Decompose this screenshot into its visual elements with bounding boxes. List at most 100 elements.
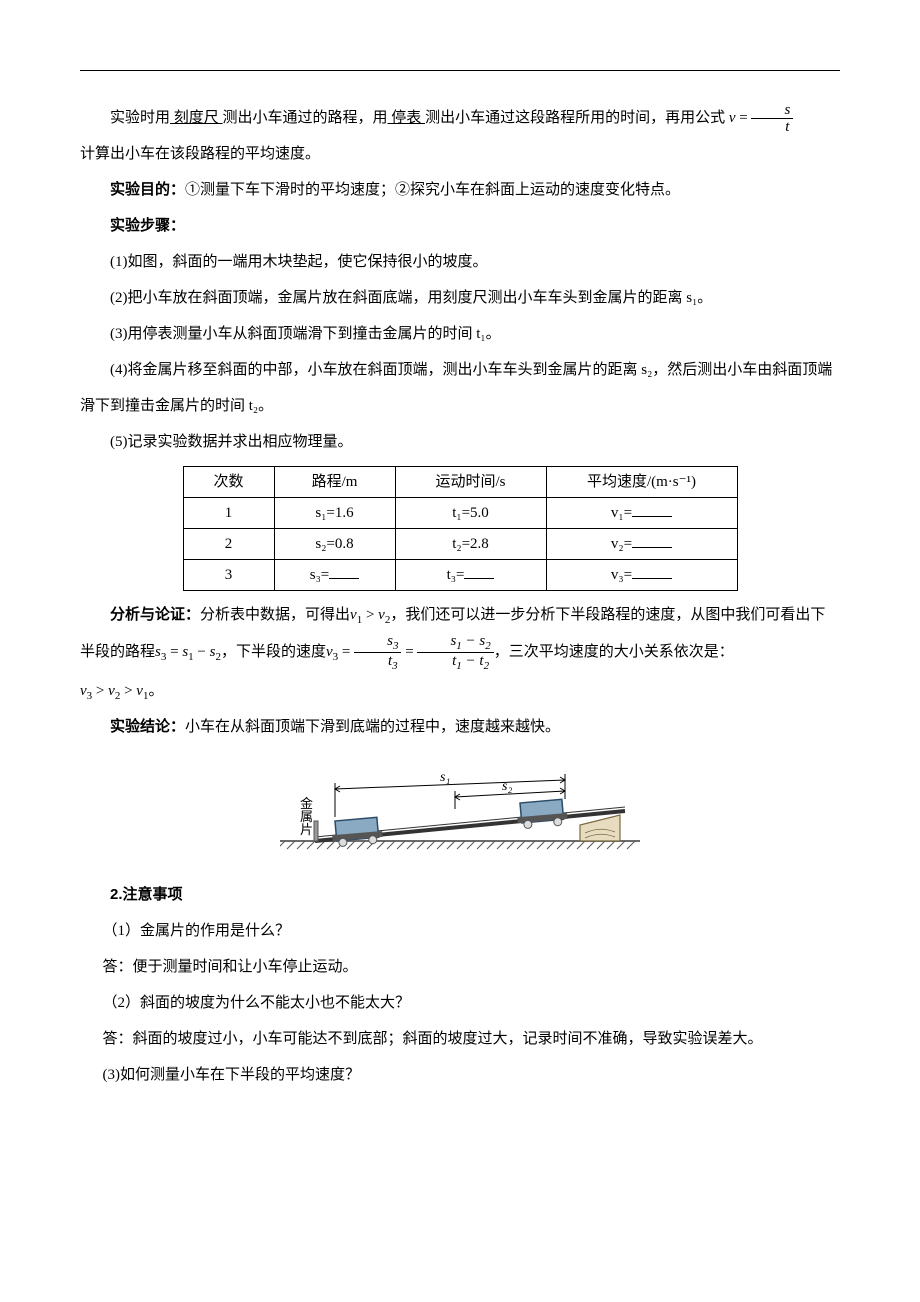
analysis-part4: ，三次平均速度的大小关系依次是：: [494, 644, 734, 660]
steps-label: 实验步骤：: [80, 208, 840, 244]
note-q1: （1）金属片的作用是什么？: [80, 913, 840, 949]
s1-label: s₁: [440, 770, 450, 785]
analysis-paragraph: 分析与论证：分析表中数据，可得出v1 > v2，我们还可以进一步分析下半段路程的…: [80, 597, 840, 673]
table-row: 1 s₁=1.6 t₁=5.0 v₁=: [183, 498, 737, 529]
blank-t3[interactable]: [464, 563, 494, 579]
blank-s3[interactable]: [329, 563, 359, 579]
s2-label: s₂: [502, 779, 512, 794]
rel-v1-gt-v2: v1 > v2: [350, 607, 390, 623]
eq-v3: v3 = s3t3 = s1 − s2t1 − t2: [326, 644, 494, 660]
steps-label-text: 实验步骤：: [110, 217, 185, 234]
blank-tool2: 停表: [388, 110, 426, 126]
notes-label: 2.注意事项: [110, 886, 183, 903]
note-q3: (3)如何测量小车在下半段的平均速度？: [80, 1057, 840, 1093]
eq: =: [401, 644, 417, 660]
cell: t₃=: [395, 560, 546, 591]
order-rel: v3 > v2 > v1: [80, 683, 148, 699]
formula-lhs: v: [729, 110, 736, 126]
step-3: (3)用停表测量小车从斜面顶端滑下到撞击金属片的时间 t₁。: [80, 316, 840, 352]
cell: 1: [183, 498, 274, 529]
analysis-order: v3 > v2 > v1。: [80, 673, 840, 709]
cell: 2: [183, 529, 274, 560]
cell: s₁=1.6: [274, 498, 395, 529]
notes-heading: 2.注意事项: [80, 877, 840, 913]
cell-text: v₃=: [611, 567, 632, 583]
ground-hatch: [280, 841, 635, 849]
den: t3: [354, 653, 401, 672]
purpose-text: ①测量下车下滑时的平均速度；②探究小车在斜面上运动的速度变化特点。: [185, 182, 680, 198]
conclusion-text: 小车在从斜面顶端下滑到底端的过程中，速度越来越快。: [185, 719, 560, 735]
eq: =: [338, 644, 354, 660]
cell-text: v₁=: [611, 505, 632, 521]
den: t1 − t2: [417, 653, 493, 672]
sub: 3: [392, 660, 398, 672]
diagram-svg: 金 属 片: [280, 753, 640, 853]
gt: >: [120, 683, 136, 699]
table-row: 2 s₂=0.8 t₂=2.8 v₂=: [183, 529, 737, 560]
conclusion-label: 实验结论：: [110, 718, 185, 735]
cell: v₃=: [546, 560, 737, 591]
sub: 2: [485, 640, 491, 652]
formula-eq: =: [736, 110, 752, 126]
analysis-part1: 分析表中数据，可得出: [200, 607, 350, 623]
data-table: 次数 路程/m 运动时间/s 平均速度/(m·s⁻¹) 1 s₁=1.6 t₁=…: [183, 466, 738, 591]
note-q2: （2）斜面的坡度为什么不能太小也不能太大？: [80, 985, 840, 1021]
table-row: 3 s₃= t₃= v₃=: [183, 560, 737, 591]
analysis-label: 分析与论证：: [110, 606, 200, 623]
cart-bottom: [331, 817, 383, 847]
num: s3: [354, 633, 401, 653]
document-page: 实验时用 刻度尺 测出小车通过的路程，用 停表 测出小车通过这段路程所用的时间，…: [0, 0, 920, 1302]
cart-top: [516, 799, 568, 829]
v: v: [80, 683, 87, 699]
cell: s₃=: [274, 560, 395, 591]
eq-s3: s3 = s1 − s2: [155, 644, 221, 660]
blank-tool1: 刻度尺: [170, 110, 223, 126]
eq: =: [166, 644, 182, 660]
gt: >: [92, 683, 108, 699]
cell: s₂=0.8: [274, 529, 395, 560]
step-5: (5)记录实验数据并求出相应物理量。: [80, 424, 840, 460]
cell: t₁=5.0: [395, 498, 546, 529]
sub: 2: [484, 660, 490, 672]
note-a1: 答：便于测量时间和让小车停止运动。: [80, 949, 840, 985]
blank-v1[interactable]: [632, 501, 672, 517]
col-time: 运动时间/s: [395, 467, 546, 498]
v: v: [136, 683, 143, 699]
v: v: [378, 607, 385, 623]
cell: v₁=: [546, 498, 737, 529]
v: v: [350, 607, 357, 623]
period: 。: [148, 683, 163, 699]
cell-text: v₂=: [611, 536, 632, 552]
intro-line1: 实验时用 刻度尺 测出小车通过的路程，用 停表 测出小车通过这段路程所用的时间，…: [80, 100, 840, 136]
cell-text: s₃=: [310, 567, 330, 583]
table-header-row: 次数 路程/m 运动时间/s 平均速度/(m·s⁻¹): [183, 467, 737, 498]
v: v: [108, 683, 115, 699]
frac-s3-t3: s3t3: [354, 633, 401, 672]
metal-plate-icon: [314, 821, 318, 841]
col-distance: 路程/m: [274, 467, 395, 498]
wedge-block: [580, 815, 620, 841]
step-2: (2)把小车放在斜面顶端，金属片放在斜面底端，用刻度尺测出小车车头到金属片的距离…: [80, 280, 840, 316]
incline-diagram: 金 属 片: [80, 753, 840, 867]
purpose-line: 实验目的：①测量下车下滑时的平均速度；②探究小车在斜面上运动的速度变化特点。: [80, 172, 840, 208]
header-rule: [80, 70, 840, 71]
blank-v2[interactable]: [632, 532, 672, 548]
cell: t₂=2.8: [395, 529, 546, 560]
col-speed: 平均速度/(m·s⁻¹): [546, 467, 737, 498]
num: s1 − s2: [417, 633, 493, 653]
intro-line2: 计算出小车在该段路程的平均速度。: [80, 136, 840, 172]
step-1: (1)如图，斜面的一端用木块垫起，使它保持很小的坡度。: [80, 244, 840, 280]
gt: >: [362, 607, 378, 623]
blank-v3[interactable]: [632, 563, 672, 579]
step-4: (4)将金属片移至斜面的中部，小车放在斜面顶端，测出小车车头到金属片的距离 s₂…: [80, 352, 840, 424]
minus: −: [194, 644, 210, 660]
intro-text-a: 实验时用: [110, 110, 170, 126]
formula-denominator: t: [751, 119, 793, 136]
analysis-part3: ，下半段的速度: [221, 644, 326, 660]
formula-numerator: s: [751, 102, 793, 120]
intro-text-c: 测出小车通过这段路程所用的时间，再用公式: [425, 110, 725, 126]
intro-text-b: 测出小车通过的路程，用: [223, 110, 388, 126]
sub: 3: [393, 640, 399, 652]
cell: 3: [183, 560, 274, 591]
col-trial: 次数: [183, 467, 274, 498]
